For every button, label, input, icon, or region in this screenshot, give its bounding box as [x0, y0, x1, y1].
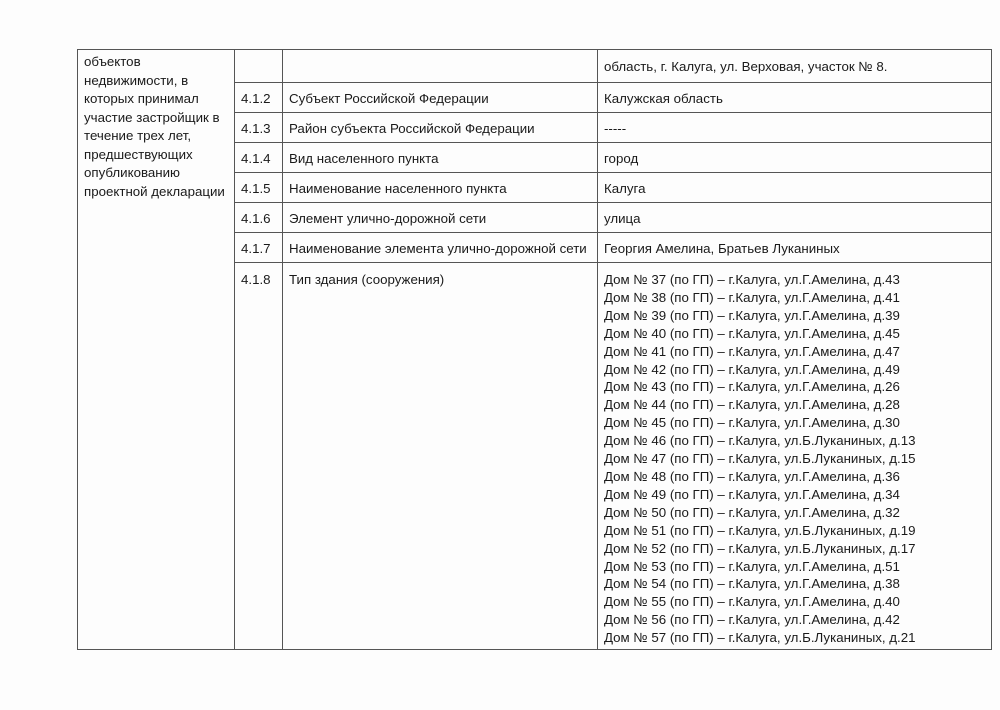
- section-label-line: проектной декларации: [84, 183, 225, 199]
- building-item: Дом № 43 (по ГП) – г.Калуга, ул.Г.Амелин…: [604, 379, 900, 395]
- section-label-line: объектов: [84, 54, 141, 69]
- building-item: Дом № 47 (по ГП) – г.Калуга, ул.Б.Лукани…: [604, 451, 916, 467]
- section-label-line: которых принимал: [84, 91, 199, 106]
- table-row: объектов недвижимости, в которых принимал у…: [77, 49, 992, 650]
- building-item: Дом № 56 (по ГП) – г.Калуга, ул.Г.Амелин…: [604, 612, 900, 628]
- building-item: Дом № 51 (по ГП) – г.Калуга, ул.Б.Лукани…: [604, 522, 916, 538]
- section-label: объектов недвижимости, в которых принимал у…: [84, 53, 230, 201]
- table-row: 4.1.7 Наименование элемента улично-дорожн…: [78, 232, 992, 263]
- declaration-table: объектов недвижимости, в которых принимал у…: [77, 49, 992, 650]
- building-item: Дом № 45 (по ГП) – г.Калуга, ул.Г.Амелин…: [604, 415, 900, 431]
- row-number: 4.1.8: [234, 262, 283, 650]
- row-label: Элемент улично-дорожной сети: [282, 202, 598, 233]
- number-cell: [234, 49, 283, 83]
- section-label-line: опубликованию: [84, 165, 181, 180]
- label-cell: [282, 49, 598, 83]
- row-num: 4.1.4: [234, 142, 283, 173]
- row-num: 4.1.3: [234, 112, 283, 143]
- building-item: Дом № 44 (по ГП) – г.Калуга, ул.Г.Амелин…: [604, 397, 900, 413]
- row-num: 4.1.5: [234, 172, 283, 203]
- building-item: Дом № 40 (по ГП) – г.Калуга, ул.Г.Амелин…: [604, 325, 900, 341]
- table-row: 4.1.2 Субъект Российской Федерации Калужск…: [78, 82, 992, 113]
- row-value: город: [597, 142, 992, 173]
- row-num: 4.1.2: [234, 82, 283, 113]
- row-label: Наименование населенного пункта: [282, 172, 598, 203]
- section-label-line: предшествующих: [84, 146, 193, 162]
- row-label: Тип здания (сооружения): [282, 262, 598, 650]
- row-num: 4.1.7: [234, 232, 283, 263]
- section-label-cell: объектов недвижимости, в которых принимал у…: [77, 49, 235, 650]
- building-item: Дом № 57 (по ГП) – г.Калуга, ул.Б.Лукани…: [604, 630, 916, 646]
- building-item: Дом № 54 (по ГП) – г.Калуга, ул.Г.Амелин…: [604, 576, 900, 592]
- building-item: Дом № 52 (по ГП) – г.Калуга, ул.Б.Лукани…: [604, 540, 916, 556]
- value-cell: область, г. Калуга, ул. Верховая, участо…: [597, 49, 992, 83]
- building-item: Дом № 46 (по ГП) – г.Калуга, ул.Б.Лукани…: [604, 433, 916, 449]
- row-value: -----: [597, 112, 992, 143]
- building-item: Дом № 55 (по ГП) – г.Калуга, ул.Г.Амелин…: [604, 594, 900, 610]
- row-label: Район субъекта Российской Федерации: [282, 112, 598, 143]
- building-item: Дом № 48 (по ГП) – г.Калуга, ул.Г.Амелин…: [604, 468, 900, 484]
- buildings-list: Дом № 37 (по ГП) – г.Калуга, ул.Г.Амелин…: [597, 262, 992, 650]
- row-value: Калуга: [597, 172, 992, 203]
- row-value: улица: [597, 202, 992, 233]
- section-label-line: недвижимости, в: [84, 72, 189, 88]
- table-row-building-type: 4.1.8 Тип здания (сооружения) Дом № 37 (…: [78, 262, 992, 650]
- building-item: Дом № 53 (по ГП) – г.Калуга, ул.Г.Амелин…: [604, 558, 900, 574]
- table-row: 4.1.5 Наименование населенного пункта Калу…: [78, 172, 992, 203]
- table-row: 4.1.6 Элемент улично-дорожной сети улица: [78, 202, 992, 233]
- row-label: Вид населенного пункта: [282, 142, 598, 173]
- building-item: Дом № 49 (по ГП) – г.Калуга, ул.Г.Амелин…: [604, 486, 900, 502]
- table-row: 4.1.3 Район субъекта Российской Федерации…: [78, 112, 992, 143]
- building-item: Дом № 42 (по ГП) – г.Калуга, ул.Г.Амелин…: [604, 361, 900, 377]
- section-label-line: течение трех лет,: [84, 128, 192, 143]
- building-item: Дом № 38 (по ГП) – г.Калуга, ул.Г.Амелин…: [604, 289, 900, 305]
- row-value: Георгия Амелина, Братьев Луканиных: [597, 232, 992, 263]
- row-value: Калужская область: [597, 82, 992, 113]
- section-label-line: участие застройщик в: [84, 109, 220, 125]
- building-item: Дом № 37 (по ГП) – г.Калуга, ул.Г.Амелин…: [604, 272, 900, 287]
- row-num: 4.1.6: [234, 202, 283, 233]
- building-item: Дом № 50 (по ГП) – г.Калуга, ул.Г.Амелин…: [604, 504, 900, 520]
- row-label: Наименование элемента улично-дорожной се…: [282, 232, 598, 263]
- building-item: Дом № 39 (по ГП) – г.Калуга, ул.Г.Амелин…: [604, 307, 900, 323]
- row-label: Субъект Российской Федерации: [282, 82, 598, 113]
- building-item: Дом № 41 (по ГП) – г.Калуга, ул.Г.Амелин…: [604, 343, 900, 359]
- table-row: 4.1.4 Вид населенного пункта город: [78, 142, 992, 173]
